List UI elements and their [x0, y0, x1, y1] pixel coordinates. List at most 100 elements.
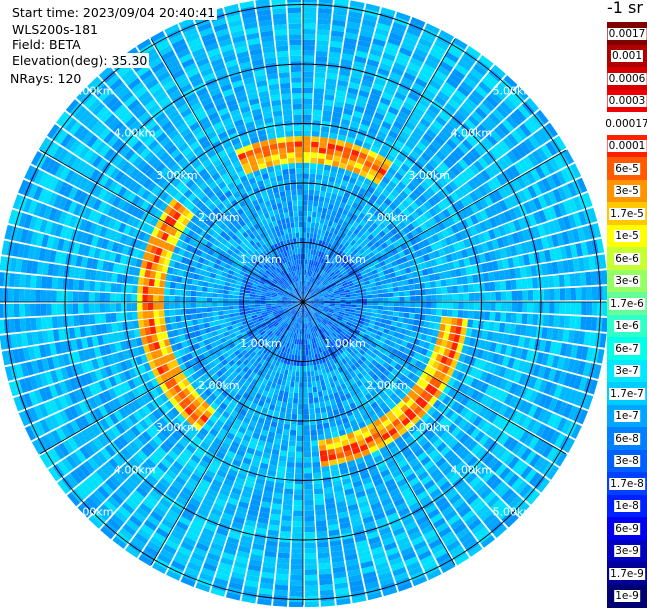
range-gate-cell	[410, 302, 416, 307]
range-gate-cell	[458, 310, 464, 318]
range-gate-cell	[291, 564, 303, 570]
range-gate-cell	[286, 467, 294, 473]
range-gate-cell	[321, 412, 327, 418]
range-gate-cell	[283, 375, 288, 381]
range-gate-cell	[298, 350, 301, 356]
range-gate-cell	[287, 462, 295, 468]
range-gate-cell	[559, 316, 565, 328]
range-gate-cell	[304, 505, 314, 511]
range-gate-cell	[304, 495, 313, 501]
range-gate-cell	[320, 191, 326, 197]
range-gate-cell	[383, 298, 389, 302]
range-gate-cell	[335, 304, 340, 306]
range-gate-cell	[313, 206, 318, 212]
range-gate-cell	[312, 212, 317, 218]
range-gate-cell	[396, 276, 402, 282]
range-gate-cell	[320, 402, 326, 408]
range-gate-cell	[294, 355, 297, 361]
range-gate-cell	[314, 494, 323, 500]
range-gate-cell	[303, 136, 311, 142]
range-gate-cell	[318, 558, 330, 564]
range-gate-cell	[447, 310, 453, 317]
range-gate-cell	[435, 280, 441, 287]
range-gate-cell	[345, 307, 351, 310]
range-gate-cell	[345, 295, 351, 298]
range-gate-cell	[234, 313, 240, 317]
range-gate-cell	[382, 315, 388, 320]
range-gate-cell	[304, 521, 314, 527]
range-gate-cell	[277, 395, 283, 401]
range-gate-cell	[367, 302, 372, 305]
range-gate-cell	[295, 473, 303, 479]
range-gate-cell	[245, 308, 251, 311]
range-gate-cell	[294, 495, 303, 501]
range-gate-cell	[303, 174, 309, 180]
range-gate-cell	[304, 489, 313, 495]
range-gate-cell	[320, 407, 326, 413]
range-gate-cell	[283, 499, 293, 505]
range-gate-cell	[224, 314, 230, 319]
range-gate-cell	[404, 291, 410, 296]
range-gate-cell	[306, 249, 309, 255]
range-gate-cell	[405, 296, 411, 301]
range-gate-cell	[281, 380, 286, 386]
range-gate-cell	[528, 290, 534, 301]
range-gate-cell	[319, 579, 332, 585]
range-gate-cell	[279, 390, 285, 396]
range-gate-cell	[505, 280, 511, 290]
range-gate-cell	[319, 142, 327, 148]
range-gate-cell	[357, 302, 362, 305]
range-gate-cell	[290, 580, 303, 586]
range-gate-cell	[303, 232, 306, 237]
range-gate-cell	[532, 314, 538, 325]
range-gate-cell	[313, 201, 318, 207]
range-gate-cell	[283, 505, 293, 511]
range-gate-cell	[319, 574, 332, 580]
range-gate-cell	[581, 302, 587, 315]
range-gate-cell	[323, 203, 329, 209]
range-gate-cell	[317, 531, 328, 537]
range-gate-cell	[303, 163, 309, 169]
range-gate-cell	[318, 563, 331, 569]
range-gate-cell	[303, 141, 310, 147]
range-gate-cell	[429, 322, 435, 329]
range-gate-cell	[394, 307, 400, 312]
range-gate-cell	[304, 527, 315, 533]
range-gate-cell	[335, 298, 340, 300]
range-gate-cell	[308, 249, 311, 255]
range-gate-cell	[283, 429, 290, 435]
range-gate-cell	[317, 207, 322, 213]
range-gate-cell	[303, 115, 312, 121]
range-gate-cell	[303, 195, 308, 201]
range-gate-cell	[316, 515, 326, 521]
range-gate-cell	[322, 175, 329, 181]
range-gate-cell	[304, 468, 312, 474]
range-gate-cell	[289, 435, 296, 441]
range-gate-cell	[381, 319, 387, 324]
range-gate-cell	[312, 131, 320, 137]
range-gate-cell	[388, 288, 394, 293]
range-gate-cell	[387, 315, 393, 320]
range-gate-cell	[375, 281, 381, 286]
range-gate-cell	[315, 499, 325, 505]
range-gate-cell	[287, 375, 292, 381]
range-gate-cell	[304, 377, 308, 382]
range-gate-cell	[187, 320, 193, 326]
range-gate-cell	[565, 302, 571, 314]
range-gate-cell	[559, 275, 565, 287]
range-gate-cell	[318, 158, 325, 164]
range-gate-cell	[318, 8, 332, 14]
range-gate-cell	[310, 233, 314, 239]
range-gate-cell	[506, 291, 512, 301]
range-gate-cell	[292, 527, 303, 533]
range-gate-cell	[315, 77, 326, 83]
range-gate-cell	[303, 0, 317, 2]
range-gate-cell	[318, 440, 325, 446]
range-gate-cell	[276, 569, 289, 575]
range-gate-cell	[282, 510, 292, 516]
range-gate-cell	[303, 104, 312, 110]
range-gate-cell	[592, 287, 598, 301]
range-gate-cell	[366, 312, 372, 316]
range-gate-cell	[303, 131, 311, 137]
range-gate-cell	[304, 441, 311, 447]
